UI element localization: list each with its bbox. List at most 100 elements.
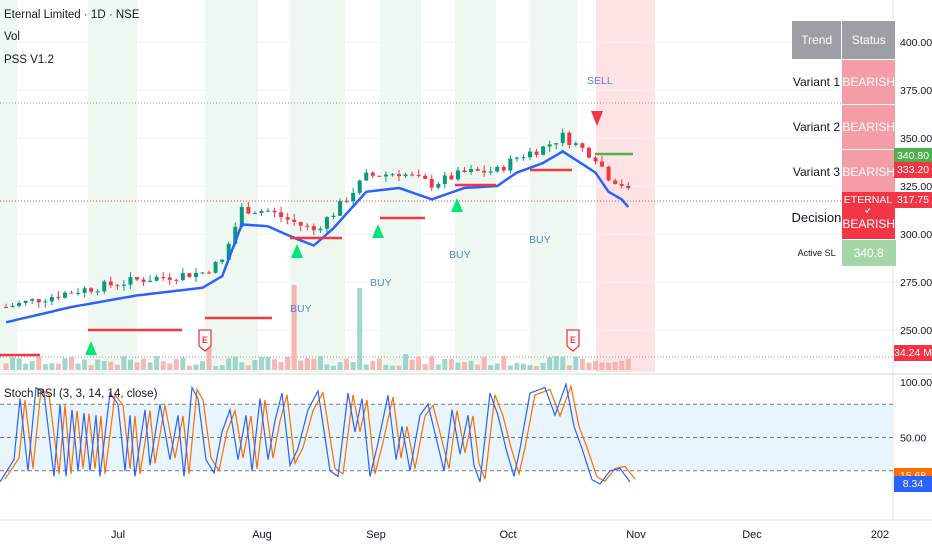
volume-bar [475,364,481,370]
candle-body [121,284,126,286]
volume-bar [527,365,533,370]
candle-body [436,183,441,188]
volume-bar [593,360,598,370]
candle-body [311,226,316,231]
volume-bar [389,365,395,370]
volume-bar [520,363,526,370]
candle-body [233,226,238,244]
candle-body [148,280,153,283]
candle-body [226,243,231,260]
candle-body [141,279,146,283]
candle-body [600,161,605,167]
variant-3-label: Variant 3 [792,165,840,179]
volume-bar [219,364,225,370]
candle-body [469,169,474,173]
candle-body [547,144,552,147]
buy-label: BUY [529,234,551,246]
volume-bar [272,359,278,370]
candle-body [318,228,323,231]
candle-body [187,273,192,278]
candle-body [560,132,565,144]
stoch-k-line [0,381,631,485]
price-tick-label: 300.00 [900,229,932,241]
candle-body [390,174,395,176]
candle-body [482,170,487,173]
volume-bar [226,358,232,370]
volume-bar [127,359,133,370]
volume-bar [62,358,68,370]
variant-2-status: BEARISH [841,104,897,150]
active-sl-value: 340.8 [841,239,896,266]
volume-bar [331,365,336,370]
candle-body [344,201,349,203]
candle-body [541,146,546,155]
buy-arrow [372,224,384,238]
candle-body [266,210,270,212]
candle-body [272,210,277,213]
candle-body [180,273,185,281]
volume-bar [566,365,572,370]
price-tick-label: 325.00 [900,181,932,193]
candle-body [403,174,408,177]
time-tick-label: Sep [366,529,386,541]
volume-bar [540,362,546,370]
volume-bar [507,365,513,370]
volume-bar [88,365,94,370]
candle-body [213,261,218,273]
candle-body [62,292,67,298]
volume-bar [625,358,631,370]
volume-bar [42,364,48,370]
candle-body [128,277,133,285]
candle-body [200,272,205,274]
volume-bar [357,288,363,370]
candle-body [292,219,297,223]
time-tick-label: Aug [252,529,272,541]
candle-body [495,166,500,172]
volume-bar [173,359,179,370]
volume-bar [200,361,205,370]
buy-label: BUY [449,249,471,261]
volume-bar [579,358,585,370]
stoch-d-line [4,384,636,482]
volume-bar [337,362,343,370]
active-sl-label: Active SL [797,247,836,258]
indicator-legend[interactable]: PSS V1.2 [4,54,54,66]
volume-bar [304,358,310,370]
volume-bar [553,356,559,370]
candle-body [207,272,212,274]
candle-body [593,157,598,162]
volume-bar [154,356,160,370]
candle-body [43,301,48,303]
candle-body [69,292,74,294]
earnings-marker [566,329,580,352]
table-header-trend: Trend [790,20,843,60]
candle-body [167,277,172,280]
candle-body [351,192,356,202]
stoch-rsi-legend[interactable]: Stoch RSI (3, 3, 14, 14, close) [4,388,158,400]
volume-bar [586,362,592,370]
candle-body [442,175,447,184]
candle-body [364,172,369,181]
sell-label: SELL [587,75,613,87]
volume-bar [468,360,474,370]
price-tag-3: 317.75 [894,191,932,208]
time-tick-label: Oct [499,529,516,541]
osc-tick-label: 100.00 [900,377,932,389]
candle-body [298,222,303,226]
earnings-label: E [202,335,208,345]
volume-bar [114,364,120,370]
candle-body [154,276,159,281]
volume-bar [193,364,199,370]
candle-body [17,303,22,306]
volume-legend[interactable]: Vol [4,31,20,43]
ema-line [5,149,630,324]
candle-body [383,174,388,177]
candle-body [76,292,81,294]
volume-bar [599,362,605,370]
candle-body [135,277,139,280]
candle-body [252,213,257,215]
candle-body [49,296,54,302]
candle-body [324,217,329,229]
candle-body [30,299,35,301]
